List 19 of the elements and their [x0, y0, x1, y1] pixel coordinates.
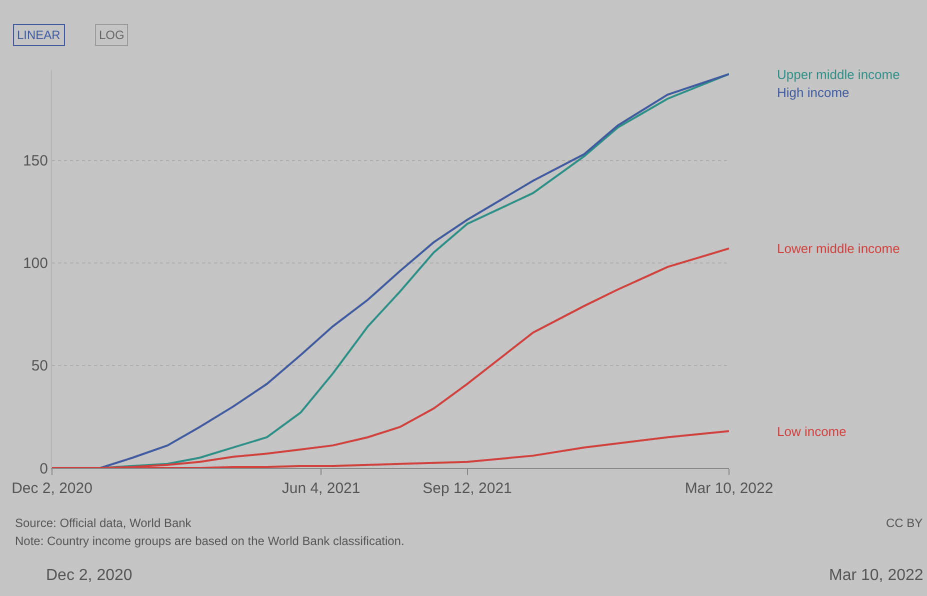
text: High income — [777, 85, 850, 100]
text: Note: Country income groups are based on the World Bank classification. — [15, 534, 404, 548]
text: Mar 10, 2022 — [829, 567, 924, 584]
text: LINEAR — [17, 28, 61, 42]
text: Dec 2, 2020 — [46, 567, 132, 584]
y-tick-label: 50 — [31, 358, 48, 375]
text: Low income — [777, 424, 846, 439]
source-note: Source: Official data, World Bank — [15, 516, 192, 530]
text: Lower middle income — [777, 241, 900, 256]
x-tick-label: Mar 10, 2022 — [684, 480, 774, 497]
y-tick-label: 0 — [40, 460, 48, 478]
y-tick-label: 150 — [22, 152, 48, 170]
x-tick-label: Dec 2, 2020 — [12, 480, 92, 497]
y-tick-label: 100 — [22, 255, 48, 272]
x-tick-label: Jun 4, 2021 — [282, 480, 360, 497]
x-tick-label: Sep 12, 2021 — [422, 480, 512, 497]
text: Upper middle income — [777, 67, 900, 82]
text: CC BY — [886, 516, 923, 530]
text: LOG — [99, 28, 124, 42]
